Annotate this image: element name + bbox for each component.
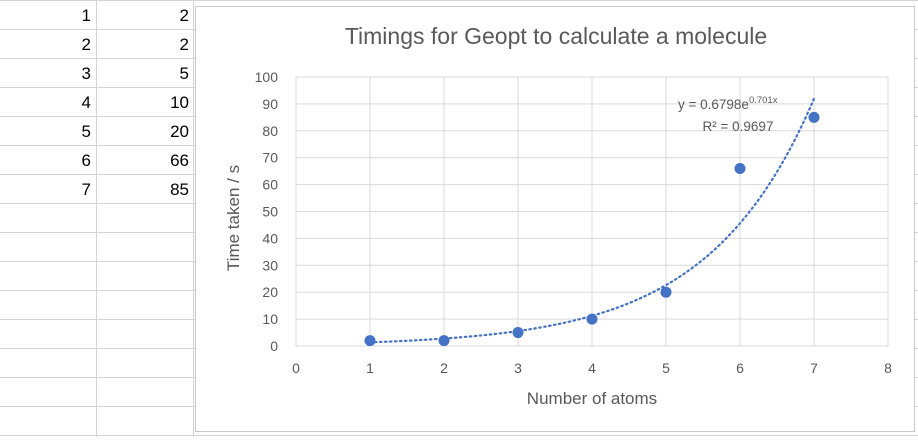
trendline-equation: y = 0.6798e0.701x <box>678 95 778 112</box>
data-point[interactable] <box>512 327 524 339</box>
data-point[interactable] <box>364 335 376 347</box>
y-tick-label: 80 <box>262 123 278 139</box>
chart-title: Timings for Geopt to calculate a molecul… <box>345 23 767 49</box>
data-point[interactable] <box>660 286 672 298</box>
cell-a1[interactable]: 1 <box>81 6 91 25</box>
cell-a5[interactable]: 5 <box>81 122 91 141</box>
data-point[interactable] <box>734 162 746 174</box>
x-tick-label: 5 <box>662 360 670 376</box>
y-tick-label: 30 <box>262 257 278 273</box>
equation-prefix: y = 0.6798e <box>678 97 749 112</box>
cell-b5[interactable]: 20 <box>170 122 189 141</box>
cell-b4[interactable]: 10 <box>170 93 189 112</box>
x-tick-label: 2 <box>440 360 448 376</box>
y-tick-label: 60 <box>262 177 278 193</box>
y-tick-label: 10 <box>262 311 278 327</box>
y-tick-label: 40 <box>262 230 278 246</box>
cell-b3[interactable]: 5 <box>179 64 189 83</box>
cell-b1[interactable]: 2 <box>179 6 189 25</box>
data-point[interactable] <box>438 335 450 347</box>
cell-b7[interactable]: 85 <box>170 180 189 199</box>
cell-b6[interactable]: 66 <box>170 151 189 170</box>
y-axis-label: Time taken / s <box>224 165 243 271</box>
x-tick-label: 0 <box>292 360 300 376</box>
x-tick-label: 4 <box>588 360 596 376</box>
x-tick-label: 3 <box>514 360 522 376</box>
y-tick-label: 50 <box>262 204 278 220</box>
tick-labels: 0 10 20 30 40 50 60 70 80 90 100 0 1 2 3 4 5 6 7 8 <box>255 69 892 376</box>
cell-a3[interactable]: 3 <box>81 64 91 83</box>
x-tick-label: 7 <box>810 360 818 376</box>
x-axis-label: Number of atoms <box>527 389 657 408</box>
x-tick-label: 8 <box>884 360 892 376</box>
y-tick-label: 20 <box>262 284 278 300</box>
cell-a7[interactable]: 7 <box>81 180 91 199</box>
x-tick-label: 6 <box>736 360 744 376</box>
y-tick-label: 70 <box>262 150 278 166</box>
y-tick-label: 90 <box>262 96 278 112</box>
y-tick-label: 100 <box>255 69 279 85</box>
x-tick-label: 1 <box>366 360 374 376</box>
cell-a4[interactable]: 4 <box>81 93 91 112</box>
cell-a6[interactable]: 6 <box>81 151 91 170</box>
data-point[interactable] <box>808 111 820 123</box>
chart-area[interactable]: 0 10 20 30 40 50 60 70 80 90 100 0 1 2 3 4 5 6 7 8 Timings … <box>195 6 915 432</box>
chart-svg: 0 10 20 30 40 50 60 70 80 90 100 0 1 2 3 4 5 6 7 8 Timings … <box>224 23 892 408</box>
data-point[interactable] <box>586 313 598 325</box>
cell-b2[interactable]: 2 <box>179 35 189 54</box>
y-tick-label: 0 <box>270 338 278 354</box>
equation-exponent: 0.701x <box>749 95 778 106</box>
cell-a2[interactable]: 2 <box>81 35 91 54</box>
data-points <box>364 111 820 347</box>
gridlines <box>295 76 889 347</box>
trendline-r-squared: R² = 0.9697 <box>703 119 774 134</box>
